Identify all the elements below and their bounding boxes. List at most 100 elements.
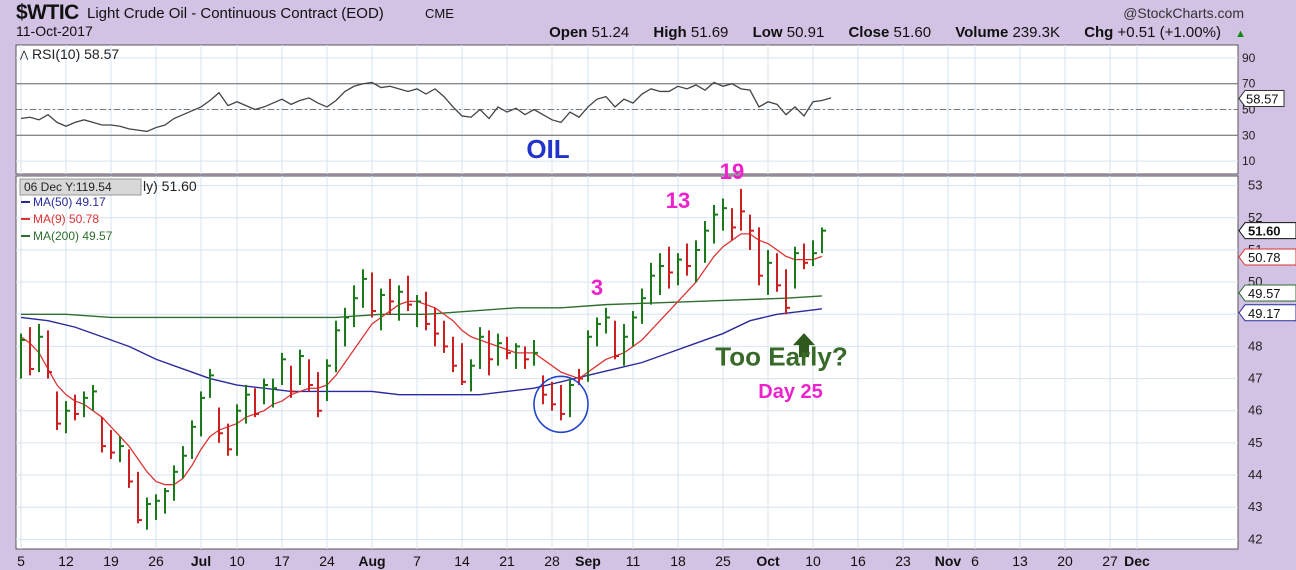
chart-symbol: $WTIC <box>16 1 79 24</box>
ohlc-bar <box>326 359 331 402</box>
ohlc-bar <box>290 365 295 398</box>
ohlc-bar <box>29 327 34 376</box>
x-tick-label: 23 <box>895 553 911 569</box>
ohlc-bar <box>317 372 322 418</box>
price-annotation: 3 <box>591 275 603 300</box>
ohlc-bar <box>578 368 583 386</box>
high-label: High <box>653 24 687 41</box>
x-tick-label: 20 <box>1057 553 1073 569</box>
ohlc-bar <box>731 208 736 241</box>
ohlc-bar <box>614 320 619 360</box>
volume-label: Volume <box>955 24 1009 41</box>
ohlc-bar <box>353 285 358 328</box>
price-annotation: 13 <box>666 188 690 213</box>
ohlc-bar <box>74 394 79 421</box>
ohlc-bar <box>128 449 133 488</box>
ohlc-bar <box>38 323 43 373</box>
ohlc-bar <box>299 349 304 386</box>
ohlc-bar <box>569 378 574 418</box>
ohlc-bar <box>443 320 448 353</box>
ohlc-bar <box>245 385 250 424</box>
x-tick-label: Oct <box>756 553 780 569</box>
close-value: 51.60 <box>893 24 932 41</box>
price-panel <box>15 175 1239 550</box>
chart-date: 11-Oct-2017 <box>16 23 93 39</box>
ohlc-bar <box>137 471 142 524</box>
price-tick-label: 44 <box>1248 467 1262 482</box>
price-value-tag-text-ma9: 50.78 <box>1248 250 1281 265</box>
rsi-tick-label: 90 <box>1242 51 1256 65</box>
ohlc-bar <box>20 333 25 379</box>
ohlc-bar <box>803 243 808 270</box>
ma50-line <box>20 308 823 396</box>
x-tick-label: 21 <box>499 553 515 569</box>
ohlc-bar <box>182 446 187 479</box>
chart-description: Light Crude Oil - Continuous Contract (E… <box>87 5 384 22</box>
ohlc-bar <box>173 465 178 501</box>
ohlc-bar <box>146 497 151 530</box>
ohlc-bar <box>452 336 457 373</box>
ohlc-bar <box>767 249 772 295</box>
price-label: ly) 51.60 <box>143 178 197 194</box>
ohlc-bar <box>713 204 718 244</box>
ohlc-bar <box>92 385 97 411</box>
ohlc-bar <box>371 272 376 318</box>
price-tick-label: 52 <box>1248 210 1262 225</box>
x-tick-label: Nov <box>935 553 962 569</box>
rsi-tick-label: 10 <box>1242 154 1256 168</box>
ohlc-bar <box>515 343 520 369</box>
price-annotation: Too Early? <box>715 342 847 372</box>
tooltip-text: 06 Dec Y:119.54 <box>24 180 112 194</box>
ohlc-bar <box>416 294 421 328</box>
close-label: Close <box>848 24 890 41</box>
price-annotation: 19 <box>720 159 744 184</box>
ohlc-bar <box>398 285 403 321</box>
ohlc-bar <box>479 327 484 369</box>
ohlc-bar <box>686 243 691 276</box>
ohlc-bar <box>281 352 286 386</box>
price-tick-label: 53 <box>1248 178 1262 193</box>
rsi-mini-icon: ⋀ <box>19 50 29 61</box>
ohlc-bar <box>659 253 664 295</box>
price-value-tag-text-price: 51.60 <box>1248 224 1281 239</box>
ohlc-bar <box>425 291 430 331</box>
ohlc-bar <box>740 188 745 231</box>
price-value-tag-text-ma200: 49.57 <box>1248 286 1281 301</box>
x-tick-label: 13 <box>1012 553 1028 569</box>
ohlc-bar <box>488 330 493 376</box>
legend-label-ma9: MA(9) 50.78 <box>33 212 99 226</box>
x-tick-label: 28 <box>544 553 560 569</box>
ohlc-bar <box>434 307 439 347</box>
volume-value: 239.3K <box>1012 24 1061 41</box>
price-annotation: Day 25 <box>758 381 823 403</box>
legend-label-ma200: MA(200) 49.57 <box>33 229 113 243</box>
ohlc-bar <box>200 391 205 437</box>
ohlc-bar <box>119 436 124 463</box>
x-tick-label: 7 <box>413 553 421 569</box>
price-value-tag-ma200 <box>1238 284 1296 302</box>
price-tick-label: 43 <box>1248 499 1262 514</box>
up-arrow-icon <box>793 333 815 358</box>
ohlc-bar <box>110 430 115 459</box>
legend-label-ma50: MA(50) 49.17 <box>33 195 106 209</box>
x-tick-label: 10 <box>229 553 245 569</box>
ohlc-bar <box>785 269 790 315</box>
x-tick-label: 25 <box>715 553 731 569</box>
ohlc-bar <box>191 420 196 459</box>
ohlc-bar <box>218 407 223 443</box>
ohlc-bar <box>362 269 367 308</box>
ohlc-bar <box>821 227 826 254</box>
ohlc-bar <box>272 378 277 408</box>
x-tick-label: 26 <box>148 553 164 569</box>
tooltip-box <box>19 178 142 196</box>
chg-up-arrow-icon: ▲ <box>1235 28 1246 40</box>
price-tick-label: 46 <box>1248 403 1262 418</box>
ohlc-bar <box>335 320 340 373</box>
price-tick-label: 48 <box>1248 338 1262 353</box>
open-label: Open <box>549 24 588 41</box>
ohlc-bar <box>344 307 349 347</box>
ohlc-readout: Open 51.24 High 51.69 Low 50.91 Close 51… <box>549 24 1256 41</box>
ohlc-bar <box>605 307 610 334</box>
circle-annotation <box>533 375 589 434</box>
